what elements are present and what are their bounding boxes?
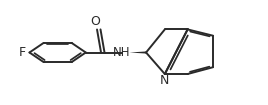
Polygon shape — [129, 51, 146, 54]
Text: O: O — [91, 15, 100, 28]
Text: F: F — [18, 46, 25, 59]
Text: NH: NH — [113, 46, 131, 59]
Text: N: N — [159, 74, 169, 87]
